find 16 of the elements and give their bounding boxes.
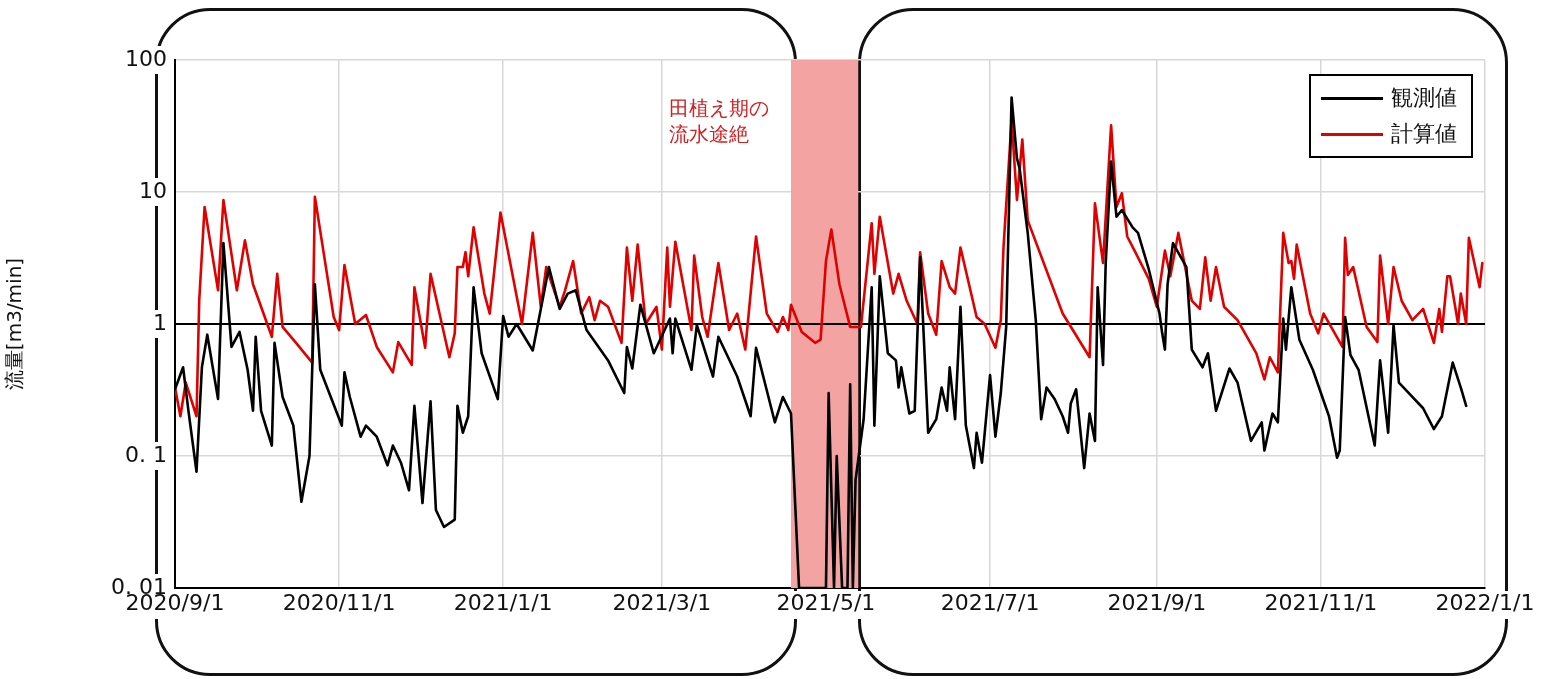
x-tick-label: 2021/5/1	[776, 589, 876, 615]
legend-label: 観測値	[1391, 84, 1457, 112]
x-tick-label: 2021/11/1	[1264, 589, 1378, 615]
x-tick-label: 2021/3/1	[612, 589, 712, 615]
x-tick-label: 2021/7/1	[940, 589, 1040, 615]
y-axis-title: 流量[m3/min]	[2, 257, 27, 391]
y-tick-label: 0. 1	[125, 441, 167, 467]
y-tick-label: 10	[139, 177, 167, 203]
legend-label: 計算値	[1391, 120, 1457, 148]
y-tick-label: 1	[153, 309, 167, 335]
x-tick-label: 2020/11/1	[282, 589, 396, 615]
x-tick-label: 2021/1/1	[453, 589, 553, 615]
band-label: 田植え期の流水途絶	[669, 96, 769, 147]
x-tick-label: 2022/1/1	[1435, 589, 1535, 615]
x-tick-label: 2021/9/1	[1107, 589, 1207, 615]
y-tick-label: 100	[125, 45, 167, 71]
